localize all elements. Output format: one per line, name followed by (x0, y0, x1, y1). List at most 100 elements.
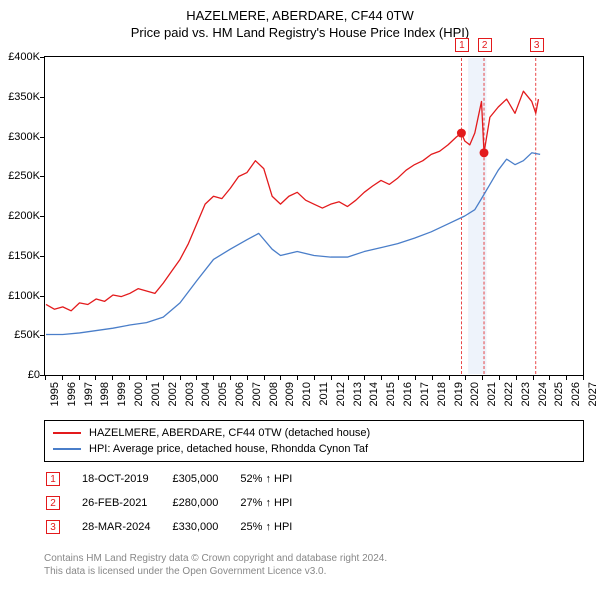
x-tick-mark (180, 376, 181, 380)
y-tick-label: £350K (8, 91, 40, 103)
x-tick-label: 2005 (217, 382, 229, 406)
x-tick-mark (583, 376, 584, 380)
y-tick-mark (40, 57, 44, 58)
marker-number-box: 1 (455, 38, 469, 52)
y-tick-mark (40, 256, 44, 257)
y-tick-label: £150K (8, 250, 40, 262)
x-tick-label: 2023 (520, 382, 532, 406)
marker-dot (480, 148, 489, 157)
x-tick-label: 2020 (469, 382, 481, 406)
x-tick-label: 2017 (419, 382, 431, 406)
x-tick-label: 2024 (537, 382, 549, 406)
x-tick-mark (465, 376, 466, 380)
x-tick-label: 2016 (402, 382, 414, 406)
x-tick-label: 2025 (553, 382, 565, 406)
x-tick-mark (533, 376, 534, 380)
annotation-date: 26-FEB-2021 (82, 492, 170, 514)
y-tick-mark (40, 176, 44, 177)
annotation-marker-box: 1 (46, 472, 60, 486)
x-tick-mark (163, 376, 164, 380)
annotation-marker-box: 3 (46, 520, 60, 534)
x-tick-mark (348, 376, 349, 380)
y-tick-mark (40, 335, 44, 336)
chart-svg (45, 57, 583, 375)
legend-swatch (53, 432, 81, 434)
annotation-pct: 27% ↑ HPI (240, 492, 312, 514)
marker-number-box: 2 (478, 38, 492, 52)
x-tick-label: 2006 (234, 382, 246, 406)
x-tick-label: 2000 (133, 382, 145, 406)
marker-dot (457, 129, 466, 138)
x-tick-mark (331, 376, 332, 380)
x-tick-mark (432, 376, 433, 380)
annotation-price: £330,000 (172, 516, 238, 538)
x-tick-label: 1997 (83, 382, 95, 406)
x-tick-mark (499, 376, 500, 380)
x-tick-label: 1998 (99, 382, 111, 406)
y-tick-label: £100K (8, 290, 40, 302)
y-tick-label: £0 (28, 369, 40, 381)
series-line-hpi (46, 153, 540, 335)
x-tick-mark (415, 376, 416, 380)
y-tick-label: £400K (8, 51, 40, 63)
x-tick-mark (280, 376, 281, 380)
x-tick-mark (381, 376, 382, 380)
x-tick-mark (516, 376, 517, 380)
series-line-price_paid (46, 91, 538, 311)
x-tick-label: 1999 (116, 382, 128, 406)
x-tick-mark (566, 376, 567, 380)
annotation-pct: 52% ↑ HPI (240, 468, 312, 490)
y-tick-label: £250K (8, 170, 40, 182)
annotation-table: 118-OCT-2019£305,00052% ↑ HPI226-FEB-202… (44, 466, 314, 540)
legend-box: HAZELMERE, ABERDARE, CF44 0TW (detached … (44, 420, 584, 462)
y-tick-mark (40, 137, 44, 138)
footer-line-1: Contains HM Land Registry data © Crown c… (44, 552, 387, 565)
x-tick-label: 2018 (436, 382, 448, 406)
x-tick-mark (549, 376, 550, 380)
x-tick-label: 2011 (318, 382, 330, 406)
x-tick-label: 2007 (251, 382, 263, 406)
x-tick-label: 2013 (352, 382, 364, 406)
x-tick-mark (314, 376, 315, 380)
annotation-row: 118-OCT-2019£305,00052% ↑ HPI (46, 468, 312, 490)
x-tick-label: 2009 (284, 382, 296, 406)
y-tick-mark (40, 216, 44, 217)
chart-container: { "title": { "main": "HAZELMERE, ABERDAR… (0, 0, 600, 590)
y-tick-label: £50K (14, 329, 40, 341)
annotation-date: 28-MAR-2024 (82, 516, 170, 538)
annotation-row: 328-MAR-2024£330,00025% ↑ HPI (46, 516, 312, 538)
legend-row: HPI: Average price, detached house, Rhon… (53, 441, 575, 457)
x-tick-label: 2001 (150, 382, 162, 406)
x-tick-mark (230, 376, 231, 380)
x-tick-mark (364, 376, 365, 380)
x-tick-label: 2019 (453, 382, 465, 406)
y-tick-mark (40, 296, 44, 297)
x-tick-label: 2003 (184, 382, 196, 406)
x-tick-mark (79, 376, 80, 380)
annotation-date: 18-OCT-2019 (82, 468, 170, 490)
annotation-price: £280,000 (172, 492, 238, 514)
x-tick-mark (62, 376, 63, 380)
title-sub: Price paid vs. HM Land Registry's House … (0, 25, 600, 40)
legend-row: HAZELMERE, ABERDARE, CF44 0TW (detached … (53, 425, 575, 441)
x-tick-label: 2010 (301, 382, 313, 406)
x-tick-label: 2026 (570, 382, 582, 406)
x-tick-label: 2014 (368, 382, 380, 406)
x-tick-mark (45, 376, 46, 380)
y-tick-mark (40, 375, 44, 376)
chart-plot-area (44, 56, 584, 376)
x-tick-mark (449, 376, 450, 380)
marker-number-box: 3 (530, 38, 544, 52)
y-tick-mark (40, 97, 44, 98)
title-main: HAZELMERE, ABERDARE, CF44 0TW (0, 8, 600, 23)
legend-label: HAZELMERE, ABERDARE, CF44 0TW (detached … (89, 427, 370, 439)
x-tick-label: 2002 (167, 382, 179, 406)
title-block: HAZELMERE, ABERDARE, CF44 0TW Price paid… (0, 0, 600, 40)
x-tick-label: 2015 (385, 382, 397, 406)
x-tick-label: 2008 (268, 382, 280, 406)
x-tick-label: 1996 (66, 382, 78, 406)
x-tick-mark (129, 376, 130, 380)
annotation-row: 226-FEB-2021£280,00027% ↑ HPI (46, 492, 312, 514)
x-tick-label: 2027 (587, 382, 599, 406)
footer-attribution: Contains HM Land Registry data © Crown c… (44, 552, 387, 578)
